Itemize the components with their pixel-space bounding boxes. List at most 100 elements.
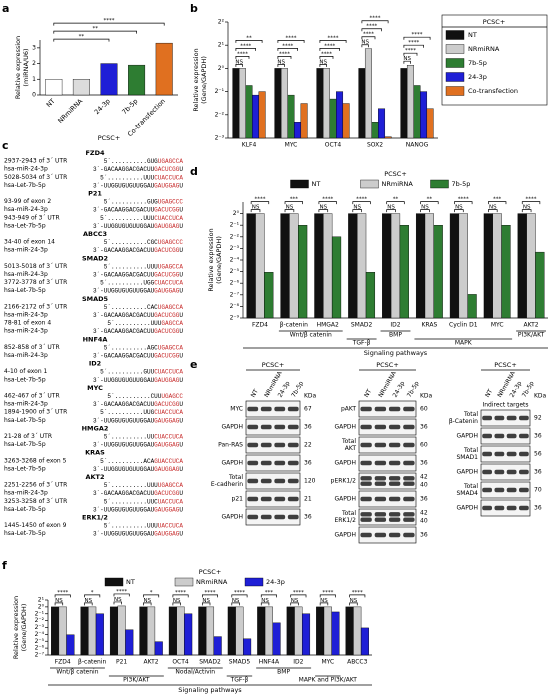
blot-frame [480,445,531,463]
sequence: 3´-UUGGUGUGUUGGAUGAUGGAGU [93,417,183,424]
blot-label: GAPDH [221,424,243,431]
significance-label: ** [79,34,85,40]
y-axis-label: Relative expression [192,48,200,111]
bar [357,213,367,319]
sequence-part: UGAGCCA [158,482,184,489]
bar [458,213,468,319]
sequence-part: U [179,287,183,294]
blot-label: SMAD1 [456,454,478,461]
blot-band [482,487,493,493]
sequence: 3´-UUGGUGUGUUGGAUGAUGGAGU [93,465,183,472]
sequence-label: hsa-miR-24-3p [4,206,48,213]
x-tick-label: ABCC3 [347,659,367,666]
significance-label: **** [458,197,469,203]
bar [155,42,173,96]
y-tick-label: 2⁻² [215,111,225,118]
sequence-part: 5´..........CUU [107,393,161,400]
sequence-part: U [179,441,183,448]
gene-title: ABCC3 [83,230,107,238]
bar [88,606,97,656]
significance-bracket [172,602,181,606]
x-tick-label: MYC [491,322,504,329]
bar [168,606,177,656]
bar [235,606,244,656]
y-axis-label: (Gene/GAPDH) [20,604,28,652]
significance-bracket [352,209,362,213]
significance-label: **** [175,590,186,596]
sequence-part: GACUCGG [154,247,180,254]
significance-label: NS [319,59,327,65]
x-tick-label: HNF4A [259,659,280,666]
bar [245,85,253,139]
bar [483,213,493,319]
gene-title: MYC [87,384,103,392]
blot-band [506,415,517,421]
y-tick-label: 2⁰ [218,65,225,72]
blot-label: Total [463,447,478,454]
sequence-part: 3´-UUGGUGUGUUGGAU [93,465,155,472]
bar [300,103,308,139]
significance-label: **** [356,197,367,203]
blot-frame [245,508,301,526]
bar [365,272,376,319]
blot-band [403,424,415,430]
significance-bracket [420,209,430,213]
significance-label: NS [114,597,122,603]
sequence: 5´..........GUUCUACCUCA [100,368,183,375]
sequence: 5´..........UUUGAGCCA [107,320,183,327]
legend-swatch [174,577,194,587]
legend-label: 24-3p [468,73,487,81]
lane-label: NT [250,388,260,399]
legend-title: PCSC+ [199,568,222,576]
blot-band [287,406,299,412]
group-label: TGF-β [352,340,371,347]
blot-frame [358,400,417,418]
sequence: 5´..........UUUCUACCUCA [100,174,183,181]
blot-band [388,512,401,517]
significance-bracket [231,594,248,598]
bar [390,213,401,319]
blot-band [247,406,259,412]
legend-swatch [244,577,264,587]
sequence-part: 5´..........UU [104,433,155,440]
x-tick-label: Cyclin D1 [449,322,478,329]
sequence-part: 5´..........UUU [107,320,161,327]
sequence-label: 78-81 of exon 4 [4,320,51,327]
significance-label: NS [403,56,411,62]
blot-band [388,460,401,466]
significance-label: **** [366,24,377,30]
bar [227,606,236,656]
significance-label: **** [205,590,216,596]
blot-band [374,532,387,538]
sequence-part: GAUGGAG [154,287,180,294]
y-axis-label: Relative expression [12,596,20,659]
x-tick-label: ID2 [293,659,303,666]
significance-bracket [290,594,307,598]
bar [331,236,342,319]
x-tick-label: KRAS [421,322,437,329]
sequence: 3´-GACAAGGACGACUUGACUCGGU [93,352,183,359]
significance-bracket [143,594,160,598]
bar [384,136,392,139]
sequence: 5´..........CGCUGAGCCC [104,239,184,246]
sequence-part: GACUCGG [154,206,180,213]
blot-band [403,512,415,517]
bar [400,68,408,139]
sequence: 3´-UUGGUGUGUUGGAUGAUGGAGU [93,441,183,448]
panel-label: b [190,2,198,15]
significance-label: NS [286,205,294,211]
significance-label: NS [421,205,429,211]
panel-label: d [190,165,198,178]
bar [205,606,215,656]
significance-bracket [250,201,270,205]
blot-frame [358,490,417,508]
blot-band [274,424,286,430]
sequence-label: 93-99 of exon 2 [4,198,51,205]
significance-label: NS [350,598,358,604]
blot-band [506,505,517,511]
sequence-part: GACUCGG [154,401,180,408]
blot-frame [480,463,531,481]
bar [238,68,246,139]
kda-label: 56 [534,451,542,458]
blot-band [518,505,529,511]
